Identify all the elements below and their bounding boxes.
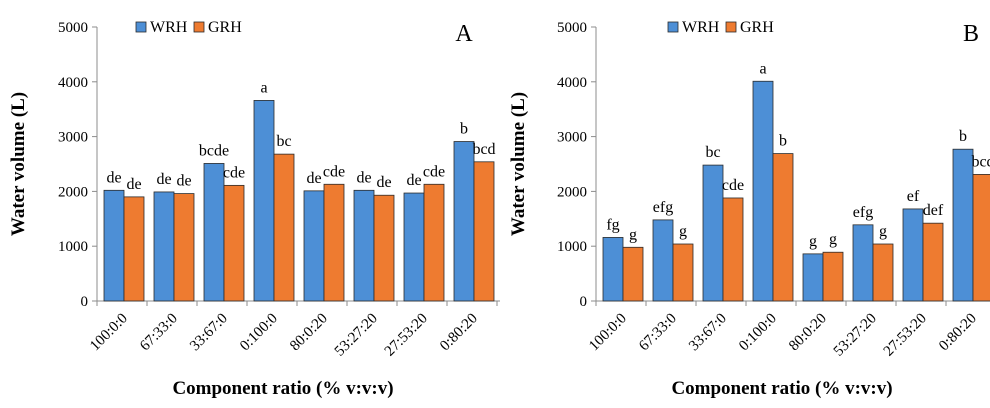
- significance-label: g: [629, 226, 637, 243]
- significance-label: efg: [853, 204, 873, 221]
- legend-swatch-wrh: [667, 21, 679, 33]
- y-tick-label: 2000: [58, 184, 88, 200]
- bar-wrh: [303, 190, 325, 302]
- y-tick-label: 4000: [58, 75, 88, 91]
- legend-swatch-grh: [725, 21, 737, 33]
- bar-grh: [722, 197, 744, 302]
- bar-grh: [423, 183, 445, 302]
- y-tick-label: 5000: [58, 20, 88, 36]
- significance-label: a: [759, 60, 766, 77]
- bar-wrh: [253, 100, 275, 302]
- bar-grh: [173, 193, 195, 302]
- bar-grh: [473, 161, 495, 302]
- bar-grh: [972, 174, 990, 302]
- bar-wrh: [852, 224, 874, 302]
- significance-label: de: [156, 171, 171, 188]
- significance-label: efg: [653, 199, 673, 216]
- bar-wrh: [752, 80, 774, 302]
- y-tick-label: 0: [81, 294, 89, 310]
- bar-wrh: [602, 237, 624, 302]
- bar-wrh: [702, 164, 724, 302]
- y-axis-title: Water volume (L): [8, 92, 29, 236]
- significance-label: bcd: [472, 141, 495, 158]
- bar-grh: [672, 243, 694, 302]
- legend-label-wrh: WRH: [682, 19, 720, 36]
- significance-label: def: [923, 202, 944, 219]
- significance-label: bc: [276, 133, 291, 150]
- legend-label-grh: GRH: [740, 19, 774, 36]
- bar-grh: [323, 183, 345, 302]
- y-tick-label: 1000: [557, 239, 587, 255]
- significance-label: cde: [423, 163, 445, 180]
- significance-label: g: [879, 223, 887, 240]
- significance-label: bcd: [971, 153, 990, 170]
- bar-wrh: [453, 141, 475, 302]
- bar-grh: [223, 184, 245, 302]
- significance-label: cde: [722, 177, 744, 194]
- bar-wrh: [802, 253, 824, 302]
- significance-label: cde: [223, 164, 245, 181]
- y-tick-label: 0: [580, 294, 588, 310]
- y-tick-label: 5000: [557, 20, 587, 36]
- y-tick-label: 2000: [557, 184, 587, 200]
- bar-grh: [772, 153, 794, 302]
- bar-grh: [123, 196, 145, 302]
- y-tick-label: 1000: [58, 239, 88, 255]
- panel-letter: B: [963, 21, 979, 47]
- significance-label: g: [829, 231, 837, 248]
- bar-grh: [872, 243, 894, 302]
- bar-wrh: [153, 191, 175, 302]
- significance-label: bcde: [199, 142, 229, 159]
- significance-label: fg: [606, 216, 619, 233]
- significance-label: de: [106, 169, 121, 186]
- bar-wrh: [203, 163, 225, 302]
- bar-wrh: [103, 189, 125, 302]
- significance-label: de: [126, 176, 141, 193]
- bar-wrh: [652, 219, 674, 302]
- significance-label: b: [959, 128, 967, 145]
- significance-label: cde: [323, 163, 345, 180]
- significance-label: g: [679, 223, 687, 240]
- bar-wrh: [403, 192, 425, 302]
- bar-wrh: [353, 189, 375, 302]
- bar-grh: [622, 246, 644, 302]
- significance-label: a: [260, 79, 267, 96]
- legend-swatch-wrh: [135, 21, 147, 33]
- significance-label: de: [406, 172, 421, 189]
- bar-wrh: [952, 148, 974, 302]
- bar-grh: [273, 153, 295, 302]
- bar-grh: [373, 194, 395, 302]
- legend-swatch-grh: [193, 21, 205, 33]
- significance-label: b: [460, 121, 468, 138]
- y-axis-title: Water volume (L): [508, 92, 529, 236]
- significance-label: de: [176, 173, 191, 190]
- significance-label: bc: [705, 144, 720, 161]
- significance-label: ef: [907, 188, 920, 205]
- bar-grh: [922, 222, 944, 302]
- y-tick-label: 3000: [557, 130, 587, 146]
- significance-label: b: [779, 133, 787, 150]
- legend-label-wrh: WRH: [150, 19, 188, 36]
- bar-grh: [822, 251, 844, 302]
- x-axis-title: Component ratio (% v:v:v): [172, 378, 393, 399]
- panel-letter: A: [455, 21, 473, 47]
- bar-wrh: [902, 208, 924, 302]
- significance-label: de: [356, 169, 371, 186]
- significance-label: g: [809, 233, 817, 250]
- x-axis-title: Component ratio (% v:v:v): [671, 378, 892, 399]
- y-tick-label: 4000: [557, 75, 587, 91]
- significance-label: de: [306, 170, 321, 187]
- significance-label: de: [376, 174, 391, 191]
- legend-label-grh: GRH: [208, 19, 242, 36]
- y-tick-label: 3000: [58, 130, 88, 146]
